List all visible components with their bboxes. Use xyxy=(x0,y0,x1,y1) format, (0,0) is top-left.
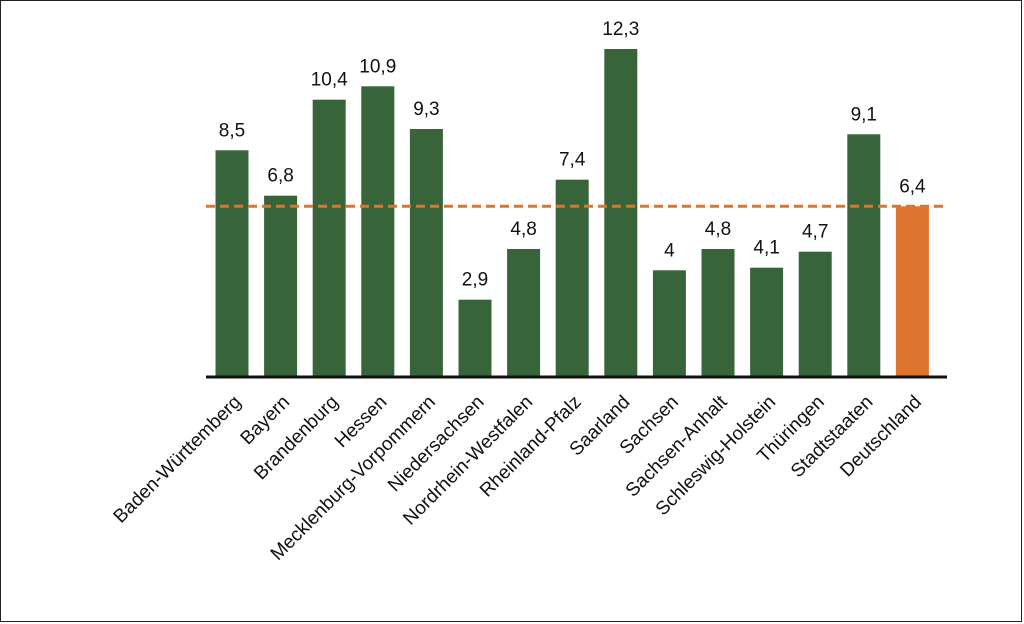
bar-nordrhein-westfalen xyxy=(507,249,541,377)
bar-sachsen-anhalt xyxy=(701,249,735,377)
bar-mecklenburg-vorpommern xyxy=(409,129,443,377)
category-label-baden-w-rttemberg: Baden-Württemberg xyxy=(110,392,246,528)
bar-th-ringen xyxy=(798,251,832,377)
value-label-deutschland: 6,4 xyxy=(899,176,926,197)
bar-niedersachsen xyxy=(458,299,492,377)
value-label-schleswig-holstein: 4,1 xyxy=(753,238,779,259)
bar-deutschland xyxy=(895,206,929,377)
bar-hessen xyxy=(361,86,395,378)
value-label-nordrhein-westfalen: 4,8 xyxy=(510,219,536,240)
value-label-saarland: 12,3 xyxy=(602,19,639,40)
bar-stadtstaaten xyxy=(847,134,881,377)
value-label-sachsen: 4 xyxy=(664,240,675,261)
bar-schleswig-holstein xyxy=(750,267,784,377)
value-labels: 8,5 6,8 10,4 10,9 9,3 2,9 4,8 7,4 12,3 4 4,8 4,1 4,7… xyxy=(219,19,926,291)
value-label-baden-w-rttemberg: 8,5 xyxy=(219,120,245,141)
value-label-bayern: 6,8 xyxy=(267,166,293,187)
category-labels: Baden-WürttembergBayernBrandenburgHessen… xyxy=(110,391,926,565)
value-label-stadtstaaten: 9,1 xyxy=(851,104,877,125)
bar-rheinland-pfalz xyxy=(555,179,589,377)
bar-saarland xyxy=(604,49,638,377)
value-label-rheinland-pfalz: 7,4 xyxy=(559,150,586,171)
bar-brandenburg xyxy=(312,99,346,377)
value-label-hessen: 10,9 xyxy=(359,56,396,77)
value-label-niedersachsen: 2,9 xyxy=(462,270,488,291)
value-label-sachsen-anhalt: 4,8 xyxy=(705,219,731,240)
value-label-th-ringen: 4,7 xyxy=(802,222,828,243)
value-label-mecklenburg-vorpommern: 9,3 xyxy=(413,99,439,120)
bar-bayern xyxy=(264,195,298,377)
bar-sachsen xyxy=(652,270,686,377)
bar-baden-w-rttemberg xyxy=(215,150,249,377)
bars xyxy=(215,49,929,378)
value-label-brandenburg: 10,4 xyxy=(311,70,348,91)
